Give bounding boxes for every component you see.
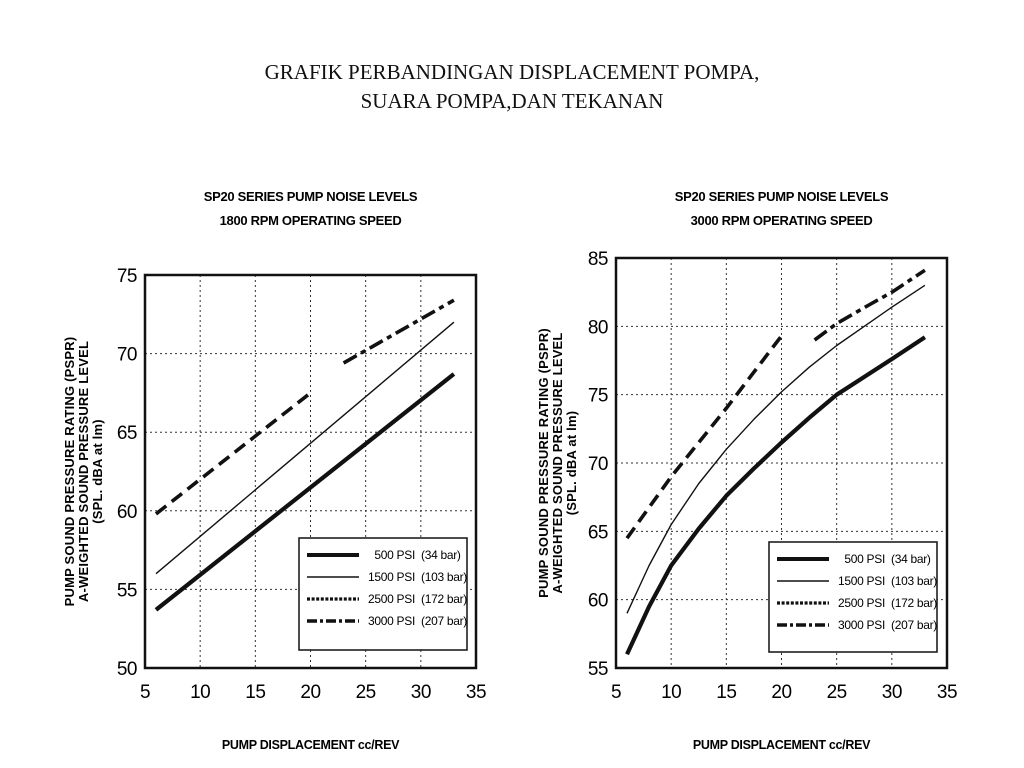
legend-unit: (34 bar)	[421, 548, 461, 562]
legend-label: 500 PSI	[844, 552, 885, 566]
x-tick-label: 15	[716, 682, 736, 703]
x-tick-label: 35	[937, 682, 957, 703]
legend-unit: (172 bar)	[421, 592, 467, 606]
legend-label: 3000 PSI	[368, 614, 415, 628]
legend-unit: (207 bar)	[891, 618, 937, 632]
y-tick-label: 70	[117, 345, 137, 366]
legend-unit: (34 bar)	[891, 552, 931, 566]
series-line-500-psi	[625, 335, 927, 656]
y-tick-label: 60	[588, 591, 608, 612]
x-tick-label: 5	[611, 682, 621, 703]
plot-frame	[614, 256, 949, 670]
legend-label: 1500 PSI	[368, 570, 415, 584]
x-tick-label: 30	[411, 682, 431, 703]
legend: 500 PSI (34 bar) 1500 PSI (103 bar) 2500 PSI…	[298, 537, 468, 651]
x-tick-label: 5	[140, 682, 150, 703]
y-axis-label-line-1: PUMP SOUND PRESSURE RATING (PSPR)	[536, 328, 551, 598]
page-title-line-2: SUARA POMPA,DAN TEKANAN	[360, 89, 664, 113]
legend-label: 1500 PSI	[838, 574, 885, 588]
series-line-500-psi	[154, 372, 456, 612]
legend-label: 2500 PSI	[368, 592, 415, 606]
chart-title-line-2: 3000 RPM OPERATING SPEED	[691, 213, 873, 228]
legend-unit: (207 bar)	[421, 614, 467, 628]
y-tick-label: 80	[588, 317, 608, 338]
x-tick-label: 20	[300, 682, 320, 703]
y-tick-label: 60	[117, 502, 137, 523]
series-lines	[625, 268, 927, 656]
legend-unit: (103 bar)	[891, 574, 937, 588]
x-tick-label: 10	[661, 682, 681, 703]
x-tick-label: 20	[771, 682, 791, 703]
x-tick-label: 30	[882, 682, 902, 703]
series-line-1500-psi	[626, 284, 926, 614]
chart-title-line-1: SP20 SERIES PUMP NOISE LEVELS	[675, 189, 889, 204]
legend-unit: (103 bar)	[421, 570, 467, 584]
y-axis-label-line-3: (SPL. dBA at lm)	[90, 419, 105, 524]
series-lines	[154, 298, 456, 612]
legend-label: 3000 PSI	[838, 618, 885, 632]
y-axis-label-line-2: A-WEIGHTED SOUND PRESSURE LEVEL	[76, 341, 91, 602]
page-title-line-1: GRAFIK PERBANDINGAN DISPLACEMENT POMPA,	[264, 60, 760, 84]
series-line-1500-psi	[155, 321, 455, 575]
x-axis-label: PUMP DISPLACEMENT cc/REV	[693, 738, 871, 752]
series-line-2500-psi	[154, 391, 312, 516]
chart-title-line-1: SP20 SERIES PUMP NOISE LEVELS	[204, 189, 418, 204]
legend-unit: (172 bar)	[891, 596, 937, 610]
y-axis-label-line-1: PUMP SOUND PRESSURE RATING (PSPR)	[62, 337, 77, 607]
x-tick-label: 15	[245, 682, 265, 703]
x-tick-label: 35	[466, 682, 486, 703]
series-line-3000-psi	[813, 268, 926, 342]
y-axis-label-line-2: A-WEIGHTED SOUND PRESSURE LEVEL	[550, 332, 565, 593]
x-tick-label: 25	[827, 682, 847, 703]
x-axis-label: PUMP DISPLACEMENT cc/REV	[222, 738, 400, 752]
page-title: GRAFIK PERBANDINGAN DISPLACEMENT POMPA, …	[0, 58, 1024, 116]
y-tick-label: 75	[588, 386, 608, 407]
series-line-2500-psi	[625, 334, 783, 540]
legend-label: 2500 PSI	[838, 596, 885, 610]
series-line-3000-psi	[342, 298, 455, 365]
y-tick-label: 85	[588, 249, 608, 270]
y-tick-label: 55	[588, 659, 608, 680]
y-tick-label: 75	[117, 266, 137, 287]
plot-frame	[143, 273, 478, 670]
x-tick-label: 25	[356, 682, 376, 703]
chart-title-line-2: 1800 RPM OPERATING SPEED	[220, 213, 402, 228]
legend: 500 PSI (34 bar) 1500 PSI (103 bar) 2500 PSI…	[768, 541, 938, 653]
y-tick-label: 55	[117, 580, 137, 601]
y-tick-label: 70	[588, 454, 608, 475]
legend-label: 500 PSI	[374, 548, 415, 562]
y-axis-label-line-3: (SPL. dBA at lm)	[564, 411, 579, 516]
y-tick-label: 65	[588, 522, 608, 543]
y-tick-label: 50	[117, 659, 137, 680]
y-tick-label: 65	[117, 423, 137, 444]
x-tick-label: 10	[190, 682, 210, 703]
